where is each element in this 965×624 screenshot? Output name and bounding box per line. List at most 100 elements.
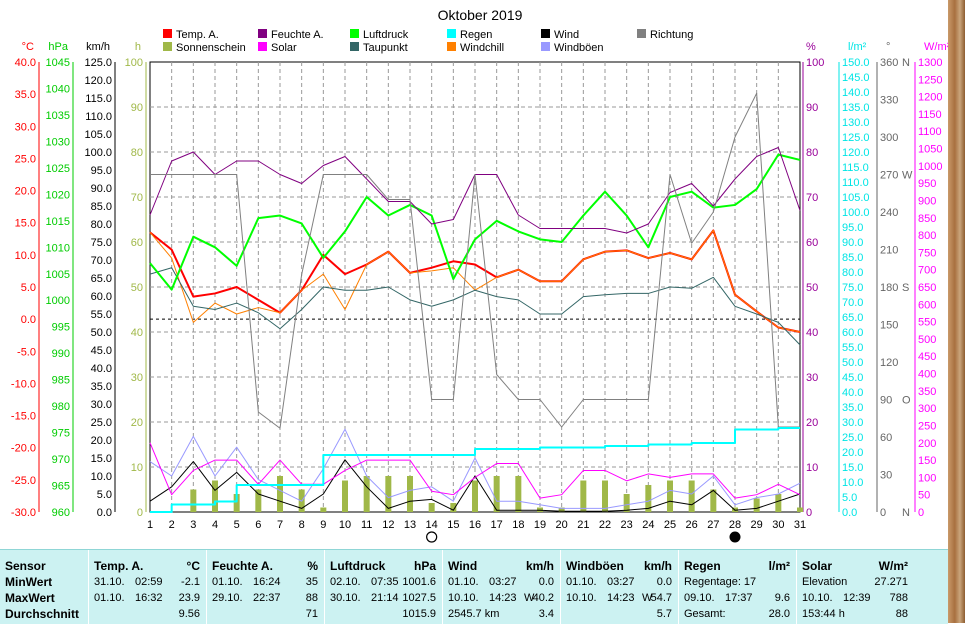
stat-time: 17:37 [725, 592, 753, 604]
stat-sun-hours: 153:44 h [802, 608, 845, 620]
stat-value: -2.1 [181, 576, 200, 588]
axis-tick-label: 650 [918, 282, 936, 294]
axis-tick-label: 145.0 [842, 72, 870, 84]
axis-tick-label: 1010 [46, 242, 70, 254]
axis-tick-label: 0 [918, 507, 924, 519]
axis-tick-label: 60 [806, 237, 818, 249]
axis-tick-label: 105.0 [84, 129, 112, 141]
axis-tick-label: -30.0 [11, 507, 36, 519]
axis-tick-label: 995 [52, 322, 70, 334]
sunshine-bar [580, 480, 587, 512]
sunshine-bar [363, 476, 370, 512]
window-edge-strip [948, 0, 965, 623]
axis-tick-label: 0.0 [842, 507, 857, 519]
stat-date: 01.10. [94, 592, 125, 604]
x-tick-label: 27 [707, 519, 719, 531]
x-tick-label: 19 [534, 519, 546, 531]
legend-label: Richtung [650, 29, 693, 41]
stat-time: 02:59 [135, 576, 163, 588]
axis-tick-label: 950 [918, 178, 936, 190]
legend-label: Sonnenschein [176, 42, 246, 54]
stat-value: 9.6 [774, 592, 790, 604]
axis-tick-label: 1015 [46, 216, 70, 228]
axis-tick-label: 15.0 [91, 453, 112, 465]
sunshine-bar [645, 485, 652, 512]
axis-tick-label: 970 [52, 454, 70, 466]
x-tick-label: 22 [599, 519, 611, 531]
x-tick-label: 23 [621, 519, 633, 531]
stat-value: 1027.5 [402, 592, 436, 604]
axis-tick-label: 900 [918, 195, 936, 207]
sunshine-bar [753, 498, 760, 512]
axis-tick-label: 50 [806, 282, 818, 294]
stat-time: 16:32 [135, 592, 163, 604]
axis-tick-label: 55.0 [91, 309, 112, 321]
stat-average: 1015.9 [402, 608, 436, 620]
stats-unit: km/h [525, 559, 554, 573]
sunshine-bar [233, 494, 240, 512]
axis-tick-label: 115.0 [85, 93, 112, 105]
axis-tick-label: 10.0 [91, 471, 112, 483]
stat-time: 21:14 [371, 592, 399, 604]
axis-tick-label: 0 [880, 507, 886, 519]
x-tick-label: 2 [169, 519, 175, 531]
sunshine-bar [493, 476, 500, 512]
series-line-richtung [150, 92, 800, 429]
sunshine-bar [797, 507, 803, 512]
stat-date: 31.10. [94, 576, 125, 588]
axis-tick-label: 60 [880, 432, 892, 444]
axis-tick-label: 110.0 [842, 177, 869, 189]
axis-tick-label: 210 [880, 245, 898, 257]
legend-swatch [163, 29, 172, 38]
axis-tick-label: -15.0 [11, 411, 36, 423]
axis-tick-label: 40.0 [91, 363, 112, 375]
axis-tick-label: 25.0 [842, 432, 863, 444]
x-tick-label: 30 [772, 519, 784, 531]
axis-tick-label: 70.0 [842, 297, 863, 309]
x-tick-label: 10 [339, 519, 351, 531]
sunshine-bar [515, 476, 522, 512]
axis-tick-label: 65.0 [842, 312, 863, 324]
x-tick-label: 4 [212, 519, 218, 531]
stat-value: 88 [305, 592, 318, 604]
axis-tick-label: 30.0 [15, 121, 36, 133]
legend-swatch [163, 42, 172, 51]
stat-date: 30.10. [330, 592, 361, 604]
legend-label: Regen [460, 29, 492, 41]
axis-tick-label: 80 [806, 147, 818, 159]
legend-swatch [447, 29, 456, 38]
series-line-windb-en [149, 428, 801, 509]
axis-tick-label: 60 [131, 237, 143, 249]
sunshine-bar [450, 503, 457, 512]
stats-col-wind: Wind km/h 01.10. 03:27 0.0 10.10. 14:23 W 40.2… [442, 550, 560, 624]
axis-tick-label: 30 [131, 372, 143, 384]
axis-tick-label: 25.0 [91, 417, 112, 429]
axis-tick-label: 25.0 [15, 153, 36, 165]
x-tick-label: 29 [751, 519, 763, 531]
legend-swatch [350, 42, 359, 51]
axis-tick-label: 60.0 [91, 291, 112, 303]
x-axis-days: 1 2 3 4 5 6 7 8 9 10 11 12 13 14 15 16 17 18 19 20 21 22 23 24 2… [147, 519, 806, 543]
new-moon-marker [729, 531, 741, 543]
axis-tick-label: 60.0 [842, 327, 863, 339]
sunshine-bar [472, 480, 478, 512]
axis-tick-label: 15.0 [842, 462, 863, 474]
stats-header: Windböen [566, 559, 624, 573]
axis-tick-label: 125.0 [84, 57, 112, 69]
axis-tick-label: 850 [918, 213, 936, 225]
x-tick-label: 9 [320, 519, 326, 531]
stat-date: 01.10. [212, 576, 243, 588]
axis-tick-label: 40 [806, 327, 818, 339]
series-line-luftdruck [149, 153, 801, 291]
axis-tick-label: 750 [918, 247, 936, 259]
axis-tick-label: 90 [880, 395, 892, 407]
axis-tick-label: 1020 [46, 189, 70, 201]
full-moon-marker [426, 531, 438, 543]
axis-tick-label: 1045 [46, 57, 70, 69]
x-tick-label: 16 [469, 519, 481, 531]
legend-label: Windböen [554, 42, 604, 54]
stats-unit: °C [186, 559, 200, 573]
stat-time: 03:27 [607, 576, 635, 588]
x-tick-label: 17 [491, 519, 503, 531]
axis-unit-label: °C [22, 41, 34, 53]
